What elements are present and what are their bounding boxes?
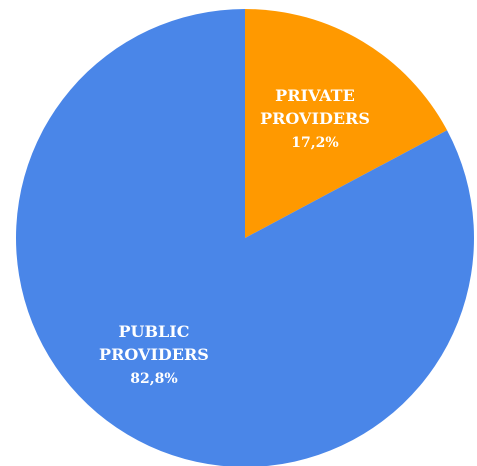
pie-label-public-line: PUBLIC [118,322,189,341]
pie-slices [16,9,474,466]
pie-label-public-line: PROVIDERS [99,345,209,364]
pie-labels: PRIVATE PROVIDERS 17,2% PUBLIC PROVIDERS 82,8… [99,86,370,387]
pie-label-private-line: PRIVATE [275,86,355,105]
pie-label-private: PRIVATE PROVIDERS 17,2% [260,86,370,151]
pie-label-public: PUBLIC PROVIDERS 82,8% [99,322,209,387]
pie-label-private-percent: 17,2% [291,135,338,151]
pie-slice-private [245,9,448,238]
pie-slice-public [16,9,474,466]
pie-label-public-percent: 82,8% [130,371,177,387]
pie-label-private-line: PROVIDERS [260,109,370,128]
